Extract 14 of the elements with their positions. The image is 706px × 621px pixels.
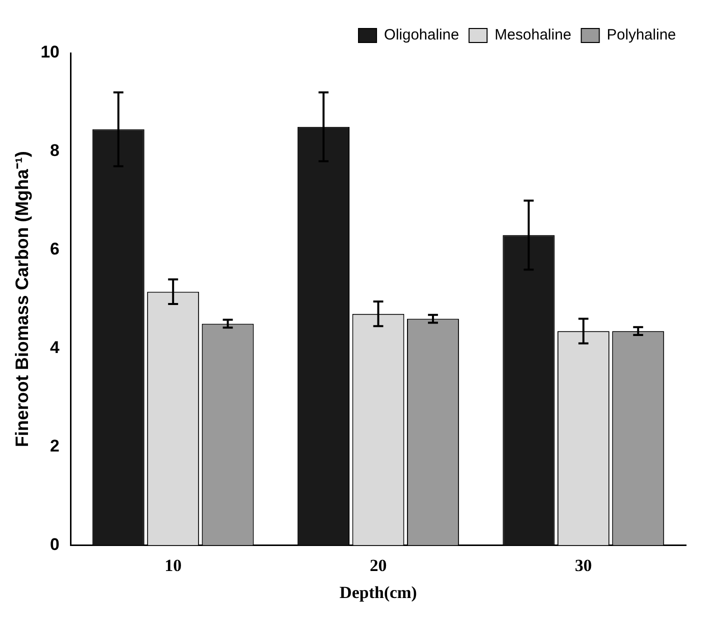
legend-label: Oligohaline [384, 26, 460, 44]
y-tick-label: 4 [50, 338, 60, 358]
x-tick-label: 30 [574, 556, 592, 575]
y-tick-label: 10 [40, 42, 60, 62]
y-tick-label: 0 [50, 534, 60, 554]
y-tick-label: 6 [50, 240, 60, 259]
legend-label: Polyhaline [606, 26, 676, 44]
y-tick-label: 2 [50, 436, 60, 456]
y-axis-title: Fineroot Biomass Carbon (Mgha⁻¹) [12, 151, 32, 448]
x-axis-title: Depth(cm) [340, 583, 417, 602]
legend-label: Mesohaline [494, 26, 572, 44]
x-tick-label: 20 [370, 556, 387, 575]
y-tick-label: 8 [50, 141, 60, 160]
x-tick-label: 10 [164, 556, 182, 575]
